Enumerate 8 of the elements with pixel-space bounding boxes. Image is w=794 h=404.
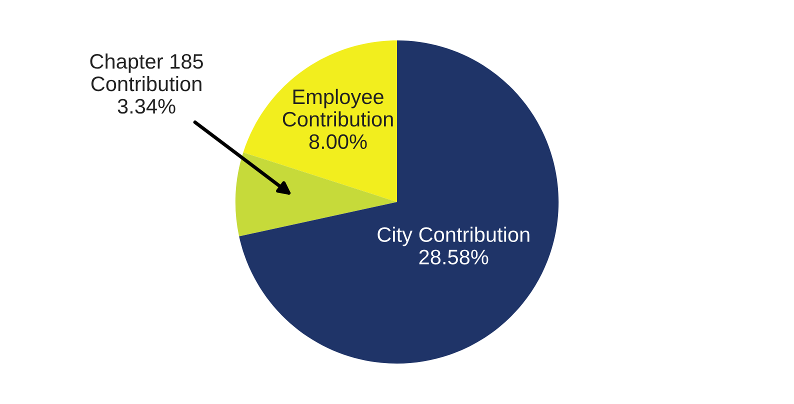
slice-label: Employee Contribution [282, 88, 393, 127]
slice-label: Chapter 185 Contribution [90, 54, 203, 92]
pie-slice [243, 40, 397, 202]
data-label: 8.00% [309, 134, 367, 150]
slice-label: City Contribution [378, 226, 530, 246]
data-label: 28.58% [419, 250, 488, 264]
pie-slice [239, 40, 559, 364]
data-label: 3.34% [118, 98, 176, 114]
